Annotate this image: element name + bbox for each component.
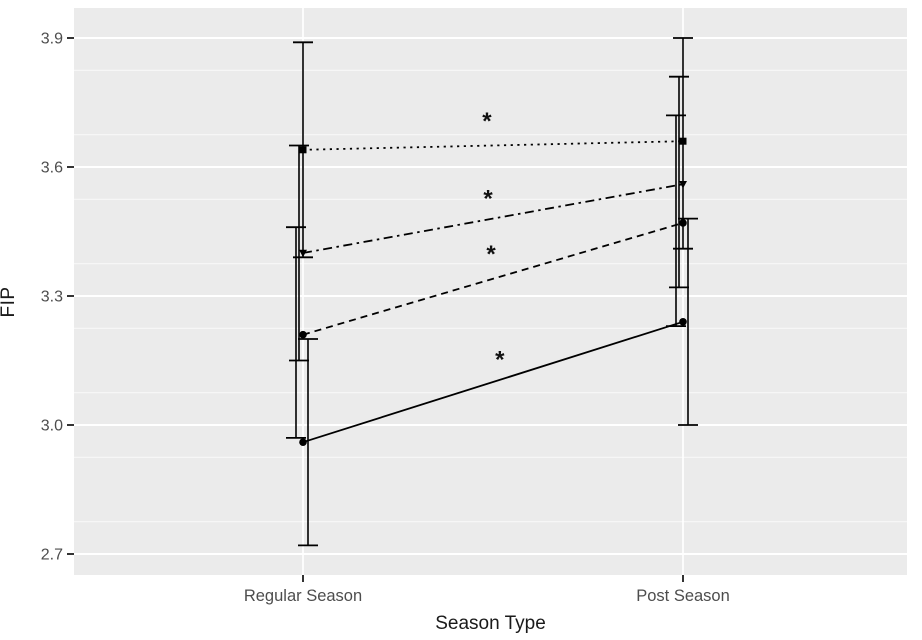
series-solid-marker [299, 438, 307, 447]
series-dashed-line [302, 222, 684, 336]
panel-background [74, 8, 907, 575]
series-dotted-marker [679, 137, 687, 145]
series-dashed-marker [299, 330, 307, 339]
x-tick-label: Regular Season [244, 587, 362, 605]
x-tick-label: Post Season [636, 587, 730, 605]
significance-asterisk: * [482, 108, 492, 135]
y-tick-label: 3.6 [41, 160, 63, 177]
significance-asterisk: * [486, 241, 496, 268]
y-tick-label: 3.9 [41, 31, 63, 48]
significance-asterisk: * [495, 347, 505, 374]
x-axis-title: Season Type [435, 613, 546, 634]
series-solid-marker [679, 318, 687, 326]
y-axis-title: FIP [0, 286, 19, 318]
y-tick-label: 2.7 [41, 547, 63, 564]
series-dotted-marker [299, 146, 307, 154]
series-dashdot-line [302, 183, 684, 254]
series-dashdot-marker [299, 249, 307, 258]
series-dotted-line [302, 140, 684, 151]
series-dashdot-marker [679, 181, 687, 189]
y-tick-label: 3.0 [41, 418, 63, 435]
series-dashed-marker [679, 219, 687, 227]
series-solid-line [302, 320, 684, 444]
significance-asterisk: * [483, 185, 493, 212]
y-tick-label: 3.3 [41, 289, 63, 306]
